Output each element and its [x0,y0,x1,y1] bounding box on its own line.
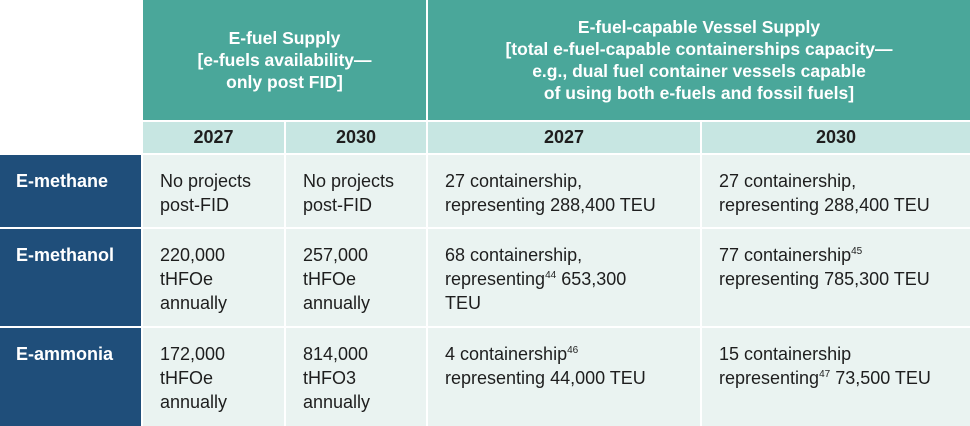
vessel-2027-cell: 27 containership, representing 288,400 T… [426,153,701,228]
row-label: E-methane [0,153,142,228]
efuel-2027-cell: 172,000 tHFOe annually [141,326,285,426]
year-header: 2030 [699,120,970,154]
table-row: E-methanol 220,000 tHFOe annually 257,00… [0,227,970,327]
vessel-2030-cell: 27 containership, representing 288,400 T… [699,153,970,228]
efuel-2030-cell: 257,000 tHFOe annually [284,227,427,327]
table-row: E-methane No projects post-FID No projec… [0,153,970,228]
efuel-2030-cell: 814,000 tHFO3 annually [284,326,427,426]
vessel-2030-cell: 77 containership45 representing 785,300 … [699,227,970,327]
vessel-2027-cell: 4 containership46 representing 44,000 TE… [426,326,701,426]
vessel-supply-header: E-fuel-capable Vessel Supply [total e-fu… [425,0,970,121]
year-header: 2030 [284,120,427,154]
footnote-ref: 44 [545,270,557,281]
footnote-ref: 46 [567,345,579,356]
table-row: E-ammonia 172,000 tHFOe annually 814,000… [0,326,970,426]
year-header: 2027 [426,120,701,154]
efuel-2030-cell: No projects post-FID [284,153,427,228]
efuel-supply-header: E-fuel Supply [e-fuels availability— onl… [141,0,427,121]
row-label: E-methanol [0,227,142,327]
row-label: E-ammonia [0,326,142,426]
footnote-ref: 47 [819,369,831,380]
corner-blank [0,0,142,121]
vessel-2027-cell: 68 containership, representing44 653,300… [426,227,701,327]
year-header: 2027 [141,120,285,154]
vessel-2030-cell: 15 containership representing47 73,500 T… [699,326,970,426]
efuel-2027-cell: No projects post-FID [141,153,285,228]
corner-blank-year [0,121,142,154]
footnote-ref: 45 [851,246,863,257]
efuel-2027-cell: 220,000 tHFOe annually [141,227,285,327]
